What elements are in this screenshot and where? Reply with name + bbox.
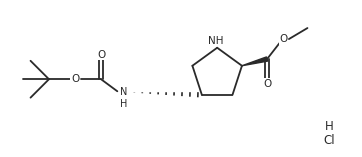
Text: O: O: [280, 34, 288, 44]
Text: O: O: [71, 74, 79, 84]
Polygon shape: [242, 57, 268, 66]
Text: O: O: [97, 50, 105, 60]
Text: N
H: N H: [120, 87, 127, 109]
Text: Cl: Cl: [324, 134, 335, 147]
Text: O: O: [263, 79, 271, 89]
Text: NH: NH: [208, 35, 223, 46]
Text: H: H: [325, 120, 334, 133]
